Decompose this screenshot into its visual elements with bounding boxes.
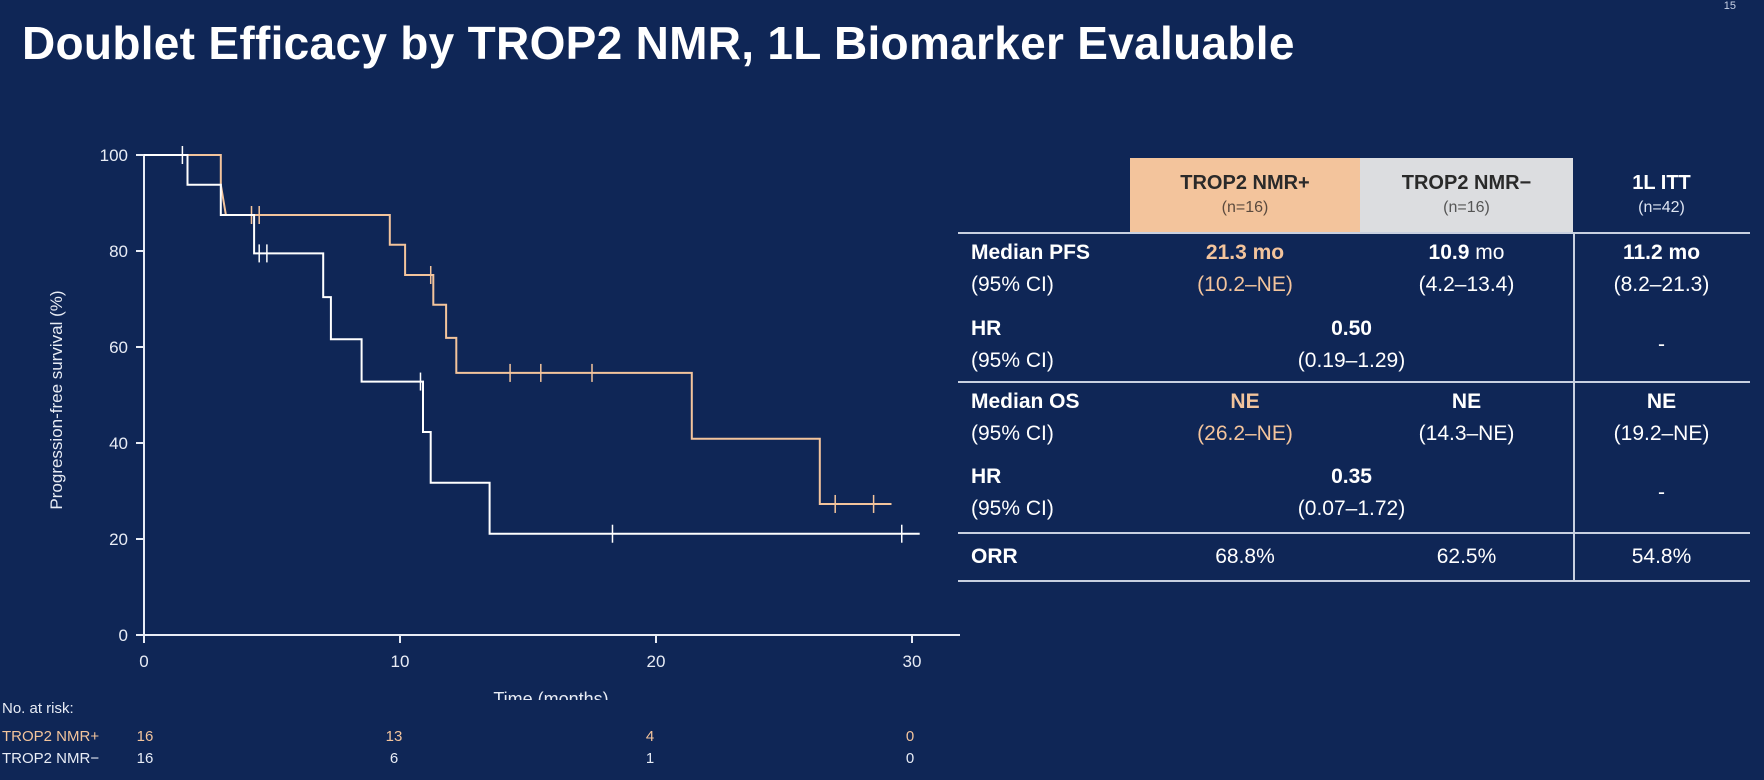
x-axis-label: Time (months) xyxy=(493,689,608,700)
cell-os-hr: 0.35 (0.07–1.72) xyxy=(1297,465,1406,520)
row-label-os: Median OS (95% CI) xyxy=(971,390,1080,445)
cell-pfs-nmr-pos: 21.3 mo (10.2–NE) xyxy=(1197,241,1293,296)
cell-pfs-hr: 0.50 (0.19–1.29) xyxy=(1297,317,1406,372)
row-label-os-hr: HR (95% CI) xyxy=(971,465,1054,520)
table-rule xyxy=(958,232,1750,234)
y-tick-label: 20 xyxy=(109,530,128,549)
cell-orr-nmr-neg: 62.5% xyxy=(1436,545,1497,568)
at-risk-value: 0 xyxy=(905,750,915,767)
table-rule xyxy=(958,580,1750,582)
y-axis-label: Progression-free survival (%) xyxy=(47,290,66,509)
slide-title: Doublet Efficacy by TROP2 NMR, 1L Biomar… xyxy=(22,17,1295,69)
cell-os-itt: NE (19.2–NE) xyxy=(1613,390,1710,445)
y-tick-label: 100 xyxy=(100,146,128,165)
header-nmr-pos: TROP2 NMR+ (n=16) xyxy=(1130,158,1360,232)
at-risk-value: 0 xyxy=(905,728,915,745)
page-number: 15 xyxy=(1723,0,1736,12)
table-rule xyxy=(958,532,1750,534)
header-nmr-neg: TROP2 NMR− (n=16) xyxy=(1360,158,1573,232)
table-rule xyxy=(958,381,1750,383)
row-label-pfs: Median PFS (95% CI) xyxy=(971,241,1091,296)
at-risk-value: 16 xyxy=(136,728,154,745)
cell-pfs-nmr-neg: 10.9 mo (4.2–13.4) xyxy=(1418,241,1515,296)
table-vertical-rule xyxy=(1573,232,1575,582)
at-risk-value: 1 xyxy=(645,750,655,767)
cell-pfs-itt: 11.2 mo (8.2–21.3) xyxy=(1613,241,1710,296)
cell-os-hr-itt: - xyxy=(1658,481,1665,504)
x-tick-label: 20 xyxy=(647,652,666,671)
header-name: TROP2 NMR− xyxy=(1401,172,1532,194)
y-tick-label: 60 xyxy=(109,338,128,357)
header-n: (n=16) xyxy=(1443,199,1490,216)
at-risk-title: No. at risk: xyxy=(2,700,74,717)
header-name: TROP2 NMR+ xyxy=(1180,172,1310,194)
at-risk-value: 6 xyxy=(389,750,399,767)
km-curve-nmr-neg xyxy=(144,154,920,535)
cell-os-nmr-neg: NE (14.3–NE) xyxy=(1418,390,1515,445)
header-itt: 1L ITT (n=42) xyxy=(1573,158,1750,232)
km-curve-nmr-pos xyxy=(144,154,892,505)
efficacy-table: TROP2 NMR+ (n=16) TROP2 NMR− (n=16) 1L I… xyxy=(958,158,1750,583)
row-label-pfs-hr: HR (95% CI) xyxy=(971,317,1054,372)
cell-orr-nmr-pos: 68.8% xyxy=(1215,545,1275,568)
y-tick-label: 0 xyxy=(119,626,128,645)
header-n: (n=16) xyxy=(1221,199,1269,216)
at-risk-value: 13 xyxy=(385,728,403,745)
row-label-orr: ORR xyxy=(971,545,1018,568)
cell-os-nmr-pos: NE (26.2–NE) xyxy=(1197,390,1293,445)
cell-orr-itt: 54.8% xyxy=(1631,545,1692,568)
at-risk-label: TROP2 NMR− xyxy=(2,750,100,767)
header-n: (n=42) xyxy=(1638,199,1685,216)
x-tick-label: 10 xyxy=(391,652,410,671)
y-tick-label: 40 xyxy=(109,434,128,453)
at-risk-value: 4 xyxy=(645,728,655,745)
km-chart: 0 20 40 60 80 100 0 10 20 30 Time (months) Progre… xyxy=(47,146,960,700)
y-tick-label: 80 xyxy=(109,242,128,261)
x-tick-label: 30 xyxy=(903,652,922,671)
at-risk-value: 16 xyxy=(136,750,154,767)
header-name: 1L ITT xyxy=(1632,172,1691,194)
cell-pfs-hr-itt: - xyxy=(1658,333,1665,356)
x-tick-label: 0 xyxy=(139,652,148,671)
at-risk-label: TROP2 NMR+ xyxy=(2,728,100,745)
